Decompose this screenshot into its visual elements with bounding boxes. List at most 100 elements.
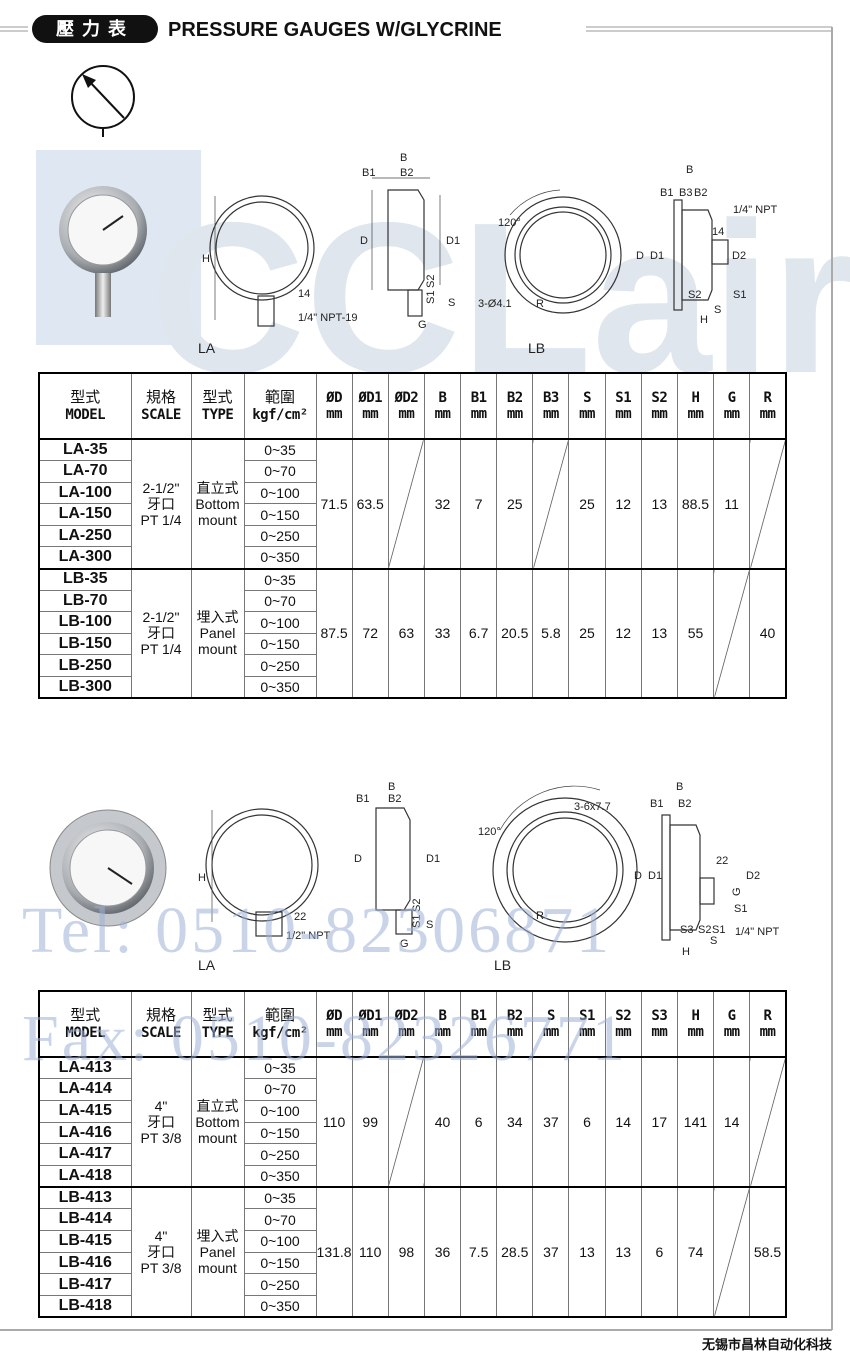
caption: LB bbox=[494, 957, 511, 973]
label: S1 bbox=[425, 291, 437, 304]
label: D bbox=[360, 235, 368, 247]
header-text: 型式 bbox=[70, 1007, 101, 1025]
header-text: kgf/cm² bbox=[252, 1024, 308, 1041]
header-text: B1 bbox=[470, 389, 487, 406]
header-row: 型式 MODEL 規格 SCALE 型式 TYPE 範圍 kgf/cm² ØD mm ØD1 mm ØD… bbox=[38, 372, 787, 440]
label: B bbox=[676, 781, 683, 793]
dimension-cell: 87.5 bbox=[315, 567, 353, 699]
drawing bbox=[211, 814, 313, 916]
data-row: LB-418 0~350 bbox=[38, 1295, 786, 1318]
range-cell: 0~250 bbox=[243, 1143, 317, 1166]
header-text: MODEL bbox=[65, 406, 106, 423]
header-unit: mm bbox=[470, 1024, 487, 1040]
scale-cell: 2-1/2" 牙口 PT 1/4 bbox=[130, 438, 192, 570]
data-row: LB-250 0~250 bbox=[38, 654, 786, 678]
dimension-cell: 6.7 bbox=[460, 567, 498, 699]
model-cell: LA-417 bbox=[38, 1143, 132, 1166]
scale-text: 4" bbox=[154, 1097, 168, 1114]
spec-table: 型式 MODEL 規格 SCALE 型式 TYPE 範圍 kgf/cm² ØD mm ØD1 mm ØD… bbox=[38, 372, 787, 700]
label: 14 bbox=[712, 226, 724, 238]
dimension-cell: 11 bbox=[713, 438, 751, 570]
header-cell: ØD1 mm bbox=[351, 990, 389, 1058]
label: B3 bbox=[679, 187, 692, 199]
header-text: ØD bbox=[326, 389, 342, 406]
scale-text: PT 3/8 bbox=[140, 1130, 182, 1147]
header-unit: mm bbox=[687, 406, 704, 422]
type-text: 埋入式 bbox=[196, 1228, 239, 1245]
range-cell: 0~35 bbox=[243, 1186, 317, 1210]
model-cell: LA-418 bbox=[38, 1164, 132, 1188]
header-text: ØD1 bbox=[358, 1007, 383, 1024]
caption: LA bbox=[198, 340, 216, 356]
drawing bbox=[681, 209, 713, 301]
type-text: mount bbox=[198, 511, 237, 528]
dimension-cell: 5.8 bbox=[532, 567, 570, 699]
gauge-icon bbox=[82, 74, 96, 88]
dimension-cell: 110 bbox=[351, 1186, 389, 1318]
header-unit: mm bbox=[362, 1024, 379, 1040]
model-cell: LB-300 bbox=[38, 676, 132, 699]
label: B1 bbox=[660, 187, 673, 199]
scale-cell: 4" 牙口 PT 3/8 bbox=[130, 1186, 192, 1318]
scale-text: PT 1/4 bbox=[140, 641, 182, 658]
header-text: H bbox=[691, 389, 700, 406]
type-text: mount bbox=[198, 1130, 237, 1147]
header-text: ØD bbox=[326, 1007, 342, 1024]
dimension-cell: 13 bbox=[604, 1186, 642, 1318]
label: S2 bbox=[688, 289, 701, 301]
label: 120° bbox=[478, 826, 501, 838]
label: H bbox=[198, 872, 206, 884]
range-cell: 0~250 bbox=[243, 524, 317, 548]
header-text: 型式 bbox=[202, 1007, 233, 1025]
header-text: B bbox=[438, 389, 447, 406]
dimension-cell: 40 bbox=[423, 1055, 462, 1188]
header-unit: mm bbox=[651, 1024, 668, 1040]
label: 14 bbox=[298, 288, 310, 300]
range-cell: 0~100 bbox=[243, 481, 317, 505]
header-cell: B2 mm bbox=[496, 990, 534, 1058]
type-text: mount bbox=[198, 1260, 237, 1277]
badge bbox=[32, 15, 158, 43]
label: 1/4" NPT bbox=[733, 204, 778, 216]
data-row: LB-300 0~350 bbox=[38, 676, 786, 699]
header-text: 型式 bbox=[202, 389, 233, 407]
dimension-cell: 13 bbox=[568, 1186, 606, 1318]
label: B2 bbox=[388, 793, 401, 805]
label: B bbox=[686, 164, 693, 176]
model-cell: LA-70 bbox=[38, 460, 132, 483]
header-text: G bbox=[727, 389, 736, 406]
model-cell: LA-415 bbox=[38, 1099, 132, 1123]
scale-text: 2-1/2" bbox=[142, 609, 180, 626]
header-cell: 規格 SCALE bbox=[130, 990, 192, 1058]
empty-cell bbox=[713, 567, 751, 699]
dimension-cell: 141 bbox=[676, 1055, 715, 1188]
dimension-cell: 14 bbox=[604, 1055, 642, 1188]
label: D1 bbox=[426, 853, 440, 865]
dimension-cell: 20.5 bbox=[496, 567, 534, 699]
type-text: Bottom bbox=[195, 1114, 240, 1131]
drawing bbox=[255, 911, 283, 937]
label: S1 bbox=[411, 915, 423, 928]
model-cell: LB-150 bbox=[38, 632, 132, 656]
label: S2 bbox=[425, 275, 437, 288]
model-cell: LB-35 bbox=[38, 567, 132, 591]
dimension-cell: 110 bbox=[315, 1055, 353, 1188]
gauge-icon bbox=[87, 79, 125, 119]
header-text: S1 bbox=[615, 389, 632, 406]
header-cell: ØD mm bbox=[315, 990, 353, 1058]
scale-text: PT 3/8 bbox=[140, 1260, 182, 1277]
dimension-cell: 55 bbox=[676, 567, 715, 699]
dimension-cell: 33 bbox=[423, 567, 462, 699]
dimension-cell: 98 bbox=[387, 1186, 425, 1318]
drawing bbox=[205, 808, 319, 922]
label: B2 bbox=[400, 167, 413, 179]
dimension-cell: 25 bbox=[568, 567, 606, 699]
range-cell: 0~35 bbox=[243, 1056, 317, 1080]
label: G bbox=[731, 887, 743, 896]
header-cell: ØD mm bbox=[315, 372, 353, 440]
label: S2 bbox=[698, 924, 711, 936]
header-cell: 型式 TYPE bbox=[190, 990, 245, 1058]
model-cell: LB-70 bbox=[38, 589, 132, 613]
